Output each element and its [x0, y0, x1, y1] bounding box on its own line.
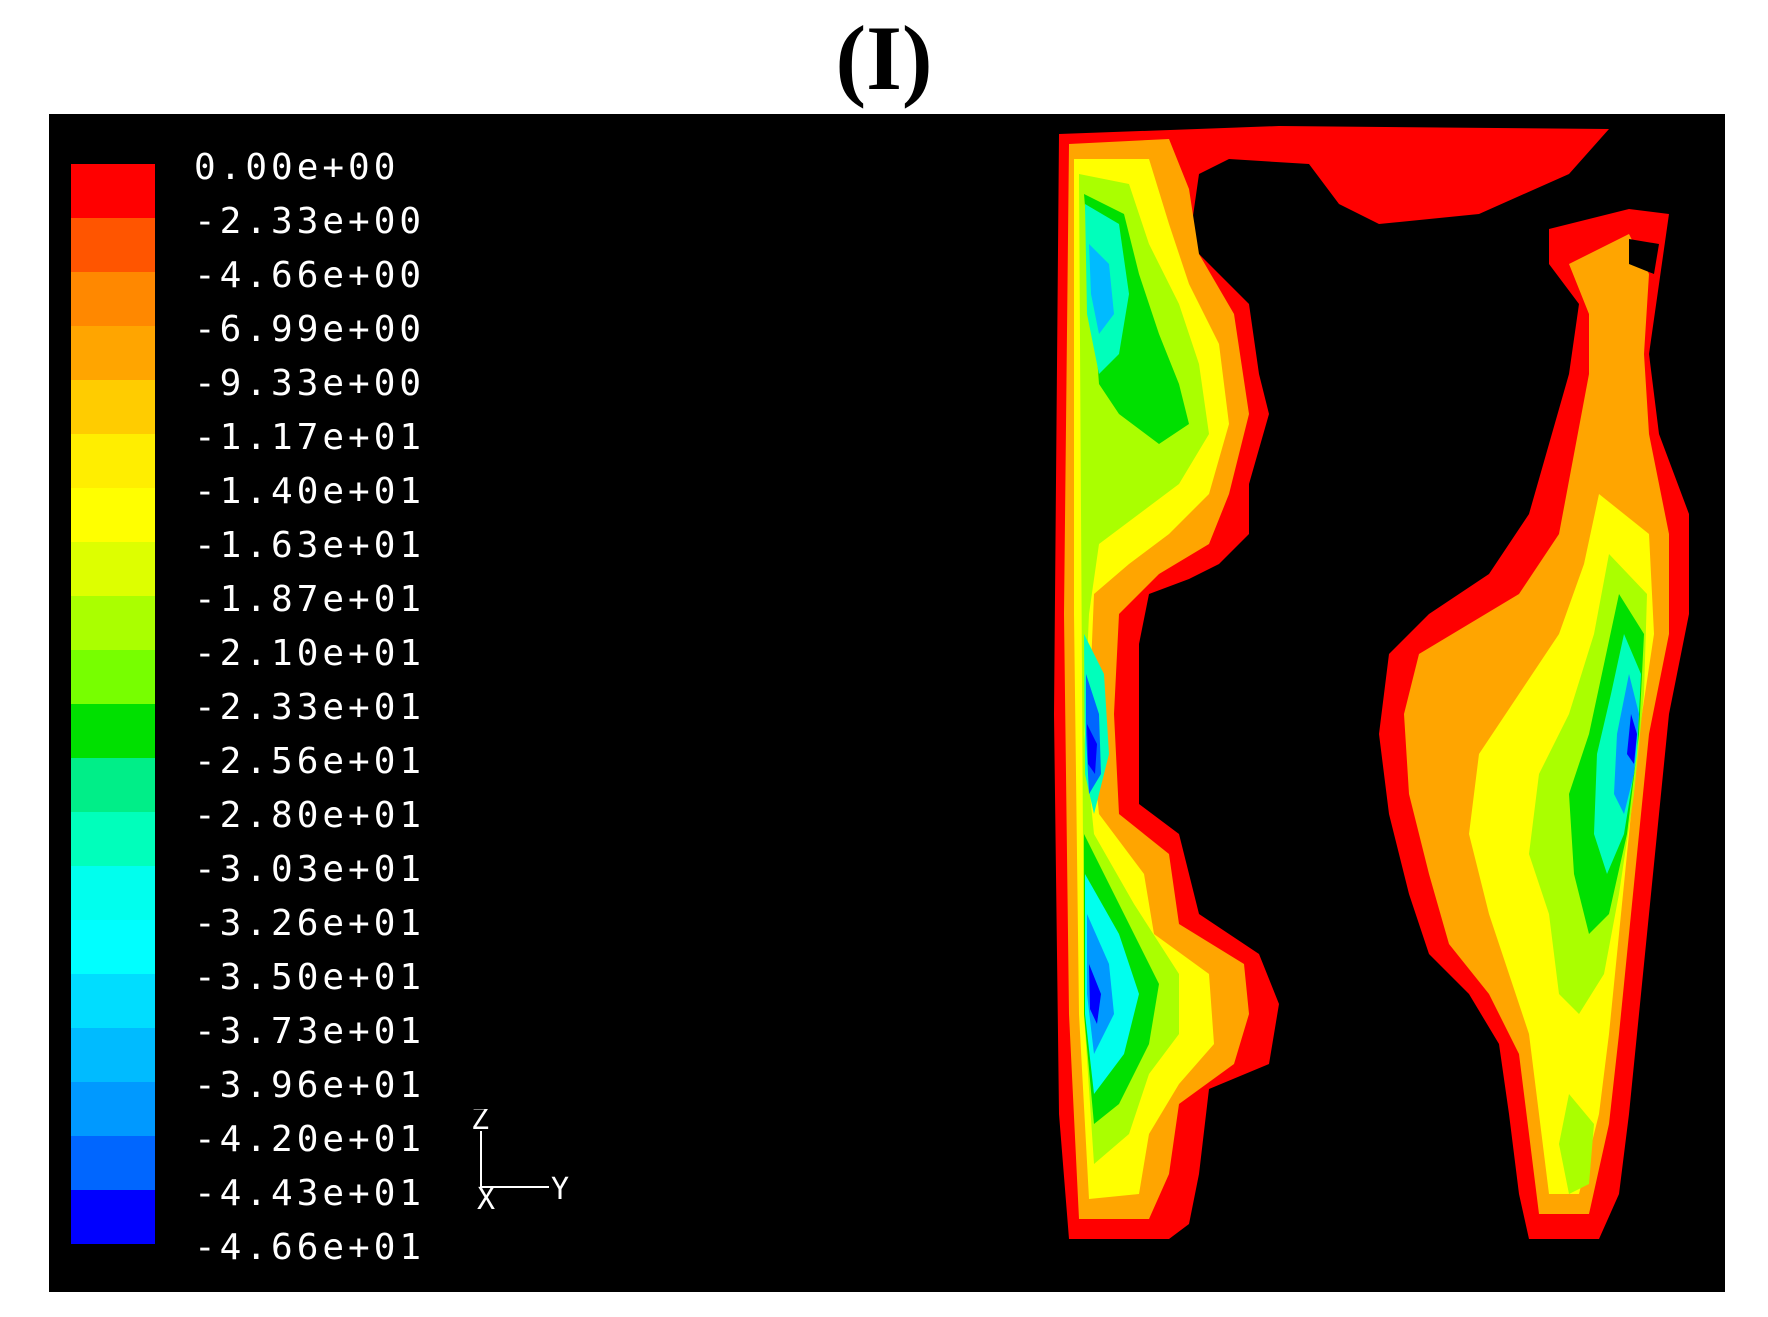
legend-swatch — [71, 1082, 155, 1136]
legend-label: -3.96e+01 — [194, 1065, 426, 1106]
right-contour-region — [1379, 209, 1689, 1239]
legend-label: -3.03e+01 — [194, 849, 426, 890]
legend-label: -4.43e+01 — [194, 1173, 426, 1214]
legend-swatch — [71, 596, 155, 650]
legend-swatch — [71, 650, 155, 704]
legend-swatch — [71, 272, 155, 326]
legend-swatch — [71, 218, 155, 272]
legend-swatch — [71, 974, 155, 1028]
legend-label: -1.87e+01 — [194, 579, 426, 620]
axis-triad: Z Y X — [471, 1109, 569, 1217]
legend-swatch — [71, 866, 155, 920]
legend-label: -3.50e+01 — [194, 957, 426, 998]
legend-swatch — [71, 1028, 155, 1082]
legend-swatch — [71, 812, 155, 866]
legend-label: -2.33e+00 — [194, 201, 426, 242]
legend-swatch — [71, 434, 155, 488]
legend-label: -2.10e+01 — [194, 633, 426, 674]
legend-label: -3.26e+01 — [194, 903, 426, 944]
legend-label: -3.73e+01 — [194, 1011, 426, 1052]
x-axis-label: X — [477, 1182, 495, 1217]
left-contour-region — [1054, 126, 1609, 1239]
figure-title: (I) — [835, 7, 933, 109]
legend-swatch — [71, 1190, 155, 1244]
legend-label: -2.33e+01 — [194, 687, 426, 728]
legend-label: -2.80e+01 — [194, 795, 426, 836]
legend-swatch — [71, 758, 155, 812]
color-scale-bar — [71, 164, 155, 1244]
legend-label: -2.56e+01 — [194, 741, 426, 782]
legend-label: -9.33e+00 — [194, 363, 426, 404]
legend-swatch — [71, 704, 155, 758]
legend-swatch — [71, 164, 155, 218]
y-axis-label: Y — [551, 1172, 569, 1207]
legend-swatch — [71, 542, 155, 596]
legend-swatch — [71, 488, 155, 542]
legend-swatch — [71, 1136, 155, 1190]
contour-field — [1054, 126, 1689, 1239]
color-scale-labels: 0.00e+00 -2.33e+00 -4.66e+00 -6.99e+00 -9.33… — [194, 141, 425, 1275]
legend-label: -6.99e+00 — [194, 309, 426, 350]
z-axis-label: Z — [471, 1109, 489, 1137]
legend-label: -1.40e+01 — [194, 471, 426, 512]
legend-label: -1.17e+01 — [194, 417, 426, 458]
legend-label: -4.20e+01 — [194, 1119, 426, 1160]
legend-swatch — [71, 326, 155, 380]
legend-swatch — [71, 920, 155, 974]
legend-label: -4.66e+01 — [194, 1227, 426, 1268]
legend-swatch — [71, 380, 155, 434]
legend-label: -4.66e+00 — [194, 255, 426, 296]
contour-plot-panel: 0.00e+00 -2.33e+00 -4.66e+00 -6.99e+00 -9.33… — [49, 114, 1725, 1292]
legend-label: 0.00e+00 — [194, 147, 400, 188]
legend-label: -1.63e+01 — [194, 525, 426, 566]
